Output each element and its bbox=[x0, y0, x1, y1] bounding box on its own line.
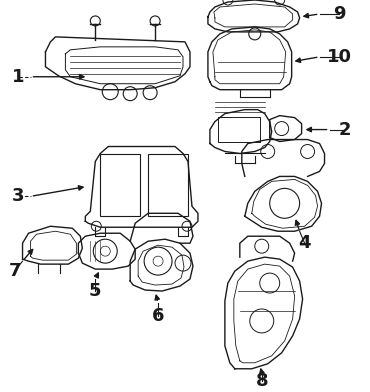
Text: 4: 4 bbox=[298, 234, 311, 252]
Text: 1: 1 bbox=[12, 68, 25, 86]
Text: 8: 8 bbox=[255, 372, 268, 390]
Text: 5: 5 bbox=[89, 282, 101, 300]
Text: 9: 9 bbox=[333, 5, 346, 23]
Text: 2: 2 bbox=[338, 121, 351, 138]
Text: 7: 7 bbox=[8, 262, 21, 280]
Text: 10: 10 bbox=[327, 48, 352, 66]
Text: 3: 3 bbox=[12, 187, 25, 205]
Text: 6: 6 bbox=[152, 307, 164, 325]
